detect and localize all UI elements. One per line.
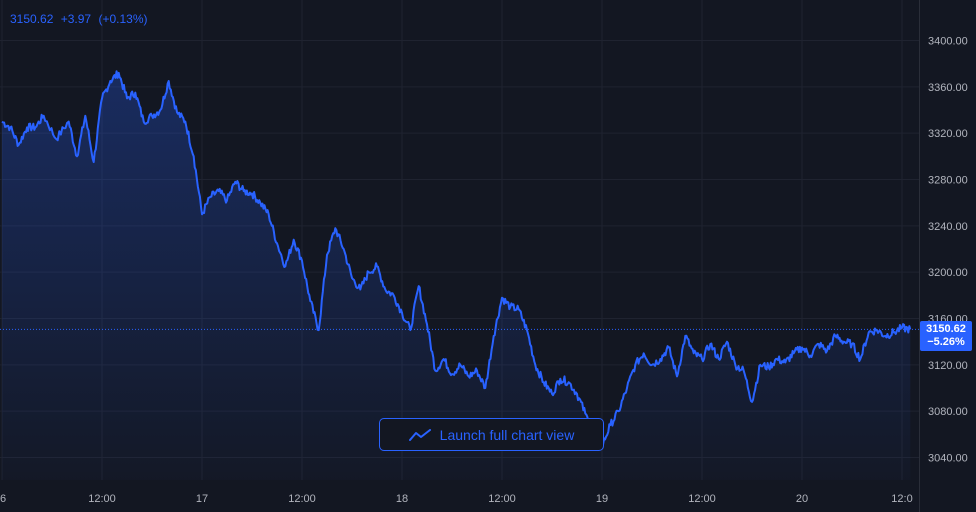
- time-tick-label: 17: [196, 493, 208, 505]
- price-tick-label: 3360.00: [928, 82, 968, 94]
- time-tick-label: 12:00: [288, 493, 316, 505]
- price-tick-label: 3200.00: [928, 267, 968, 279]
- legend-header: 3150.62 +3.97 (+0.13%): [10, 12, 151, 26]
- price-change-percent: (+0.13%): [98, 12, 148, 26]
- price-tick-label: 3040.00: [928, 453, 968, 465]
- price-tick-label: 3120.00: [928, 360, 968, 372]
- last-price-label-value: 3150.62: [926, 323, 966, 335]
- time-axis[interactable]: 6 12:00 17 12:00 18 12:00 19 12:00 20 12:0: [0, 493, 913, 505]
- price-tick-label: 3240.00: [928, 221, 968, 233]
- last-price-label-change: −5.26%: [927, 336, 965, 348]
- time-tick-label: 19: [596, 493, 608, 505]
- price-tick-label: 3280.00: [928, 175, 968, 187]
- time-tick-label: 12:0: [891, 493, 912, 505]
- launch-full-chart-label: Launch full chart view: [439, 426, 575, 443]
- price-axis[interactable]: 3400.00 3360.00 3320.00 3280.00 3240.00 3200.…: [928, 36, 968, 465]
- price-tick-label: 3080.00: [928, 406, 968, 418]
- time-tick-label: 18: [396, 493, 408, 505]
- time-tick-label: 6: [0, 493, 6, 505]
- price-tick-label: 3320.00: [928, 128, 968, 140]
- time-tick-label: 12:00: [488, 493, 516, 505]
- chart-line-icon: [408, 428, 431, 441]
- time-tick-label: 12:00: [688, 493, 716, 505]
- last-price: 3150.62: [10, 12, 54, 26]
- last-price-label: 3150.62 −5.26%: [920, 321, 972, 351]
- launch-full-chart-button[interactable]: Launch full chart view: [379, 418, 604, 451]
- price-line: [1, 70, 912, 447]
- time-tick-label: 12:00: [88, 493, 116, 505]
- price-tick-label: 3400.00: [928, 36, 968, 48]
- price-change: +3.97: [60, 12, 92, 26]
- price-area: [2, 71, 911, 481]
- time-tick-label: 20: [796, 493, 808, 505]
